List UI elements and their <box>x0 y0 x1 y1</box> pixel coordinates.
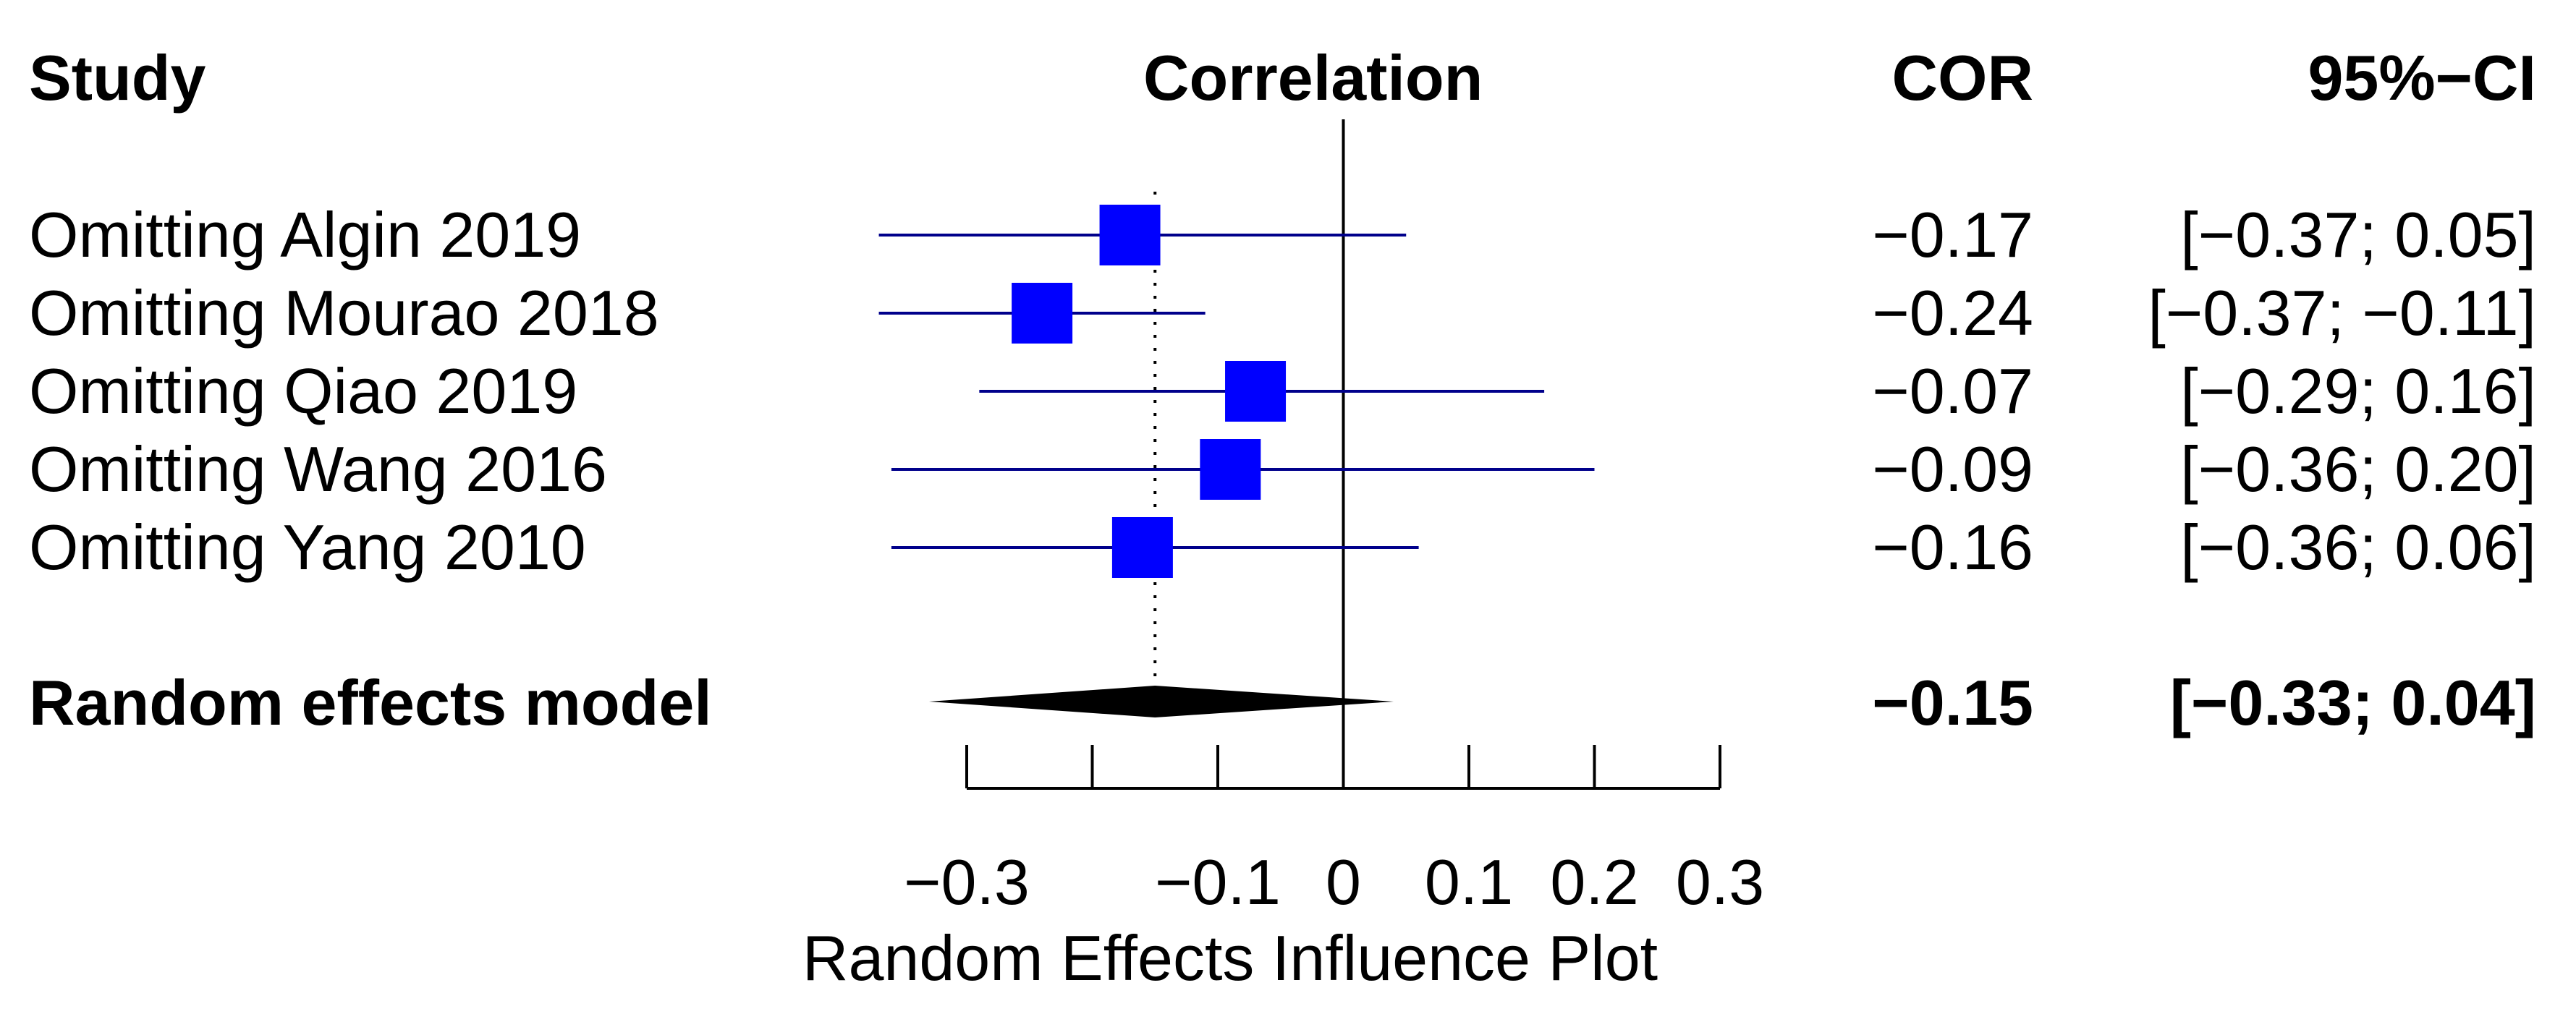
header-ci: 95%−CI <box>2308 42 2536 114</box>
header-cor: COR <box>1891 42 2033 114</box>
summary-row: Random effects model −0.15 [−0.33; 0.04] <box>29 667 2536 738</box>
study-row: Omitting Algin 2019 −0.17 [−0.37; 0.05] <box>29 199 2536 270</box>
study-row: Omitting Yang 2010 −0.16 [−0.36; 0.06] <box>29 511 2536 583</box>
study-label: Omitting Algin 2019 <box>29 199 581 270</box>
study-label: Omitting Qiao 2019 <box>29 355 577 427</box>
study-cor: −0.24 <box>1872 277 2033 349</box>
x-tick-label: 0 <box>1326 846 1361 918</box>
x-tick-label: 0.3 <box>1676 846 1764 918</box>
summary-label: Random effects model <box>29 667 712 738</box>
study-cor: −0.09 <box>1872 433 2033 505</box>
x-tick-label: 0.1 <box>1425 846 1513 918</box>
x-tick-label: −0.3 <box>904 846 1030 918</box>
study-ci: [−0.36; 0.20] <box>2180 433 2536 505</box>
study-cor: −0.16 <box>1872 511 2033 583</box>
header-correlation: Correlation <box>1143 42 1483 114</box>
study-ci: [−0.36; 0.06] <box>2180 511 2536 583</box>
study-ci: [−0.37; 0.05] <box>2180 199 2536 270</box>
summary-diamond <box>928 686 1394 717</box>
study-row: Omitting Wang 2016 −0.09 [−0.36; 0.20] <box>29 433 2536 505</box>
study-label: Omitting Mourao 2018 <box>29 277 659 349</box>
study-label: Omitting Yang 2010 <box>29 511 586 583</box>
point-estimate-square <box>1225 361 1287 422</box>
summary-cor: −0.15 <box>1872 667 2033 738</box>
study-cor: −0.07 <box>1872 355 2033 427</box>
point-estimate-square <box>1200 439 1261 500</box>
study-cor: −0.17 <box>1872 199 2033 270</box>
x-axis-title: Random Effects Influence Plot <box>802 922 1658 994</box>
point-estimate-square <box>1099 205 1161 265</box>
study-row: Omitting Mourao 2018 −0.24 [−0.37; −0.11] <box>29 277 2536 349</box>
study-row: Omitting Qiao 2019 −0.07 [−0.29; 0.16] <box>29 355 2536 427</box>
study-label: Omitting Wang 2016 <box>29 433 607 505</box>
header-study: Study <box>29 42 206 114</box>
study-rows: Omitting Algin 2019 −0.17 [−0.37; 0.05]Omi… <box>29 199 2536 583</box>
study-ci: [−0.29; 0.16] <box>2180 355 2536 427</box>
study-ci: [−0.37; −0.11] <box>2148 277 2536 349</box>
point-estimate-square <box>1111 517 1173 578</box>
x-tick-label: 0.2 <box>1550 846 1638 918</box>
x-axis: −0.3 −0.1 0 0.1 0.2 0.3 <box>904 745 1764 918</box>
point-estimate-square <box>1012 283 1073 344</box>
summary-ci: [−0.33; 0.04] <box>2170 667 2536 738</box>
x-tick-label: −0.1 <box>1155 846 1281 918</box>
